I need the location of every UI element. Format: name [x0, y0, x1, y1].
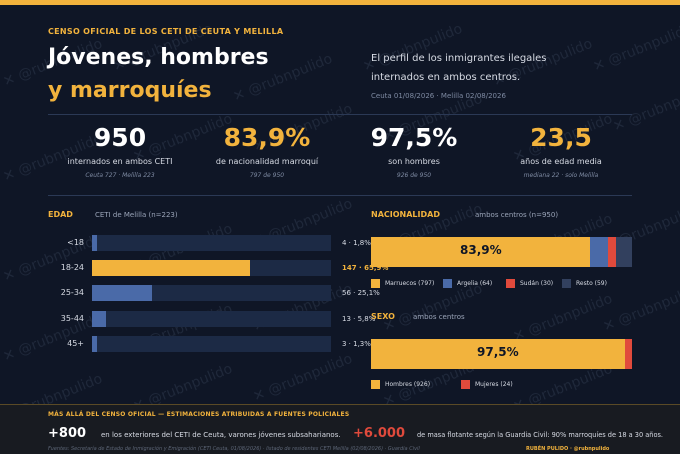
- watermark: ✕ @rubnpulido: [600, 280, 680, 336]
- sex-bar-label: 97,5%: [477, 345, 519, 359]
- legend-item: Argelia (64): [443, 279, 492, 288]
- legend-label: Mujeres (24): [475, 381, 513, 388]
- legend-label: Argelia (64): [457, 280, 493, 287]
- kpi-men: 97,5% son hombres 926 de 950: [339, 123, 489, 179]
- age-tick-label: 25-34: [60, 288, 84, 297]
- watermark: ✕ @rubnpulido: [510, 290, 615, 346]
- legend-label: Resto (59): [576, 280, 607, 287]
- stack-segment: [615, 237, 632, 267]
- legend-swatch: [461, 380, 470, 389]
- age-bar-row: 25-34 56 · 25,1%: [48, 285, 380, 301]
- kpi-value: 83,9%: [223, 123, 311, 152]
- footer: MÁS ALLÁ DEL CENSO OFICIAL — ESTIMACIONE…: [0, 404, 680, 454]
- sex-stacked-bar: [371, 339, 632, 369]
- age-tick-label: 18-24: [60, 263, 84, 272]
- kicker: CENSO OFICIAL DE LOS CETI DE CEUTA Y MEL…: [48, 27, 284, 36]
- divider-top: [48, 114, 632, 115]
- legend-swatch: [371, 279, 380, 288]
- kpi-label: años de edad media: [520, 157, 602, 166]
- top-accent-bar: [0, 0, 680, 5]
- stack-segment: [371, 237, 590, 267]
- footer-stat-2-value: +6.000: [353, 426, 406, 441]
- legend-label: Marruecos (797): [385, 280, 435, 287]
- age-value-label: 4 · 1,8%: [342, 239, 371, 247]
- legend-item: Mujeres (24): [461, 380, 513, 389]
- intro-text: El perfil de los inmigrantes ilegales in…: [371, 53, 547, 83]
- kpi-total: 950 internados en ambos CETI Ceuta 727 ·…: [45, 123, 195, 179]
- kpi-label: son hombres: [388, 157, 440, 166]
- stack-segment: [589, 237, 608, 267]
- legend-swatch: [506, 279, 515, 288]
- stack-segment: [625, 339, 632, 369]
- watermark: ✕ @rubnpulido: [380, 280, 485, 336]
- nationality-chart-subtitle: ambos centros (n=950): [475, 211, 559, 219]
- kpi-moroccan: 83,9% de nacionalidad marroquí 797 de 95…: [192, 123, 342, 179]
- age-bar-track: [92, 235, 331, 251]
- kpi-label: de nacionalidad marroquí: [215, 157, 319, 166]
- legend-swatch: [371, 380, 380, 389]
- age-bar-row: 35-44 13 · 5,8%: [48, 311, 375, 327]
- footer-stat-2-text: de masa flotante según la Guardia Civil:…: [417, 431, 664, 439]
- kpi-value: 97,5%: [370, 123, 458, 152]
- footer-sources: Fuentes: Secretaría de Estado de Inmigra…: [48, 446, 420, 452]
- age-bar: [92, 285, 153, 301]
- age-bar: [92, 336, 97, 352]
- age-bar-track: [92, 311, 331, 327]
- age-bar-row: <18 4 · 1,8%: [48, 235, 371, 251]
- age-value-label: 3 · 1,3%: [342, 340, 371, 348]
- age-bar-row: 45+ 3 · 1,3%: [48, 336, 371, 352]
- age-bar: [92, 235, 97, 251]
- legend-swatch: [443, 279, 452, 288]
- kpi-label: internados en ambos CETI: [67, 157, 173, 166]
- age-bar-track: [92, 260, 331, 276]
- age-tick-label: <18: [67, 238, 84, 247]
- kpi-age: 23,5 años de edad media mediana 22 · sol…: [486, 123, 636, 179]
- age-bar: [92, 311, 106, 327]
- dates: Ceuta 01/08/2026 · Melilla 02/08/2026: [371, 92, 506, 100]
- age-value-label: 13 · 5,8%: [342, 315, 376, 323]
- nationality-chart-title: NACIONALIDAD: [371, 210, 440, 219]
- legend-label: Hombres (926): [385, 381, 431, 388]
- legend-item: Hombres (926): [371, 380, 430, 389]
- age-bar-track: [92, 285, 331, 301]
- watermark: ✕ @rubnpulido: [250, 350, 355, 406]
- watermark: ✕ @rubnpulido: [590, 20, 680, 76]
- sex-chart-subtitle: ambos centros: [413, 313, 465, 321]
- title-line-1: Jóvenes, hombres: [48, 45, 269, 70]
- age-bar-track: [92, 336, 331, 352]
- footer-author: RUBÉN PULIDO · @rubnpulido: [526, 446, 610, 452]
- age-tick-label: 45+: [67, 339, 84, 348]
- kpi-sub: 926 de 950: [396, 172, 432, 179]
- age-chart-title: EDAD: [48, 210, 73, 219]
- sex-chart-title: SEXO: [371, 312, 395, 321]
- nationality-stacked-bar: [371, 237, 632, 267]
- divider-middle: [48, 195, 632, 196]
- footer-title: MÁS ALLÁ DEL CENSO OFICIAL — ESTIMACIONE…: [48, 411, 350, 418]
- kpi-value: 950: [93, 123, 147, 152]
- kpi-value: 23,5: [530, 123, 592, 152]
- stack-segment: [607, 237, 616, 267]
- stack-segment: [371, 339, 626, 369]
- age-value-label: 56 · 25,1%: [342, 289, 380, 297]
- age-bar: [92, 260, 250, 276]
- legend-swatch: [562, 279, 571, 288]
- legend-item: Resto (59): [562, 279, 607, 288]
- age-chart-subtitle: CETI de Melilla (n=223): [95, 211, 178, 219]
- legend-item: Marruecos (797): [371, 279, 434, 288]
- age-value-label: 147 · 65,9%: [342, 264, 389, 272]
- nationality-bar-label: 83,9%: [460, 243, 502, 257]
- footer-stat-1-value: +800: [48, 426, 87, 441]
- legend-label: Sudán (30): [520, 280, 554, 287]
- legend-item: Sudán (30): [506, 279, 553, 288]
- kpi-sub: 797 de 950: [249, 172, 285, 179]
- title-line-2: y marroquíes: [48, 78, 212, 103]
- age-bar-row: 18-24 147 · 65,9%: [48, 260, 388, 276]
- age-tick-label: 35-44: [60, 314, 84, 323]
- kpi-sub: mediana 22 · solo Melilla: [523, 172, 599, 179]
- kpi-sub: Ceuta 727 · Melilla 223: [85, 172, 155, 179]
- footer-stat-1-text: en los exteriores del CETI de Ceuta, var…: [101, 431, 341, 439]
